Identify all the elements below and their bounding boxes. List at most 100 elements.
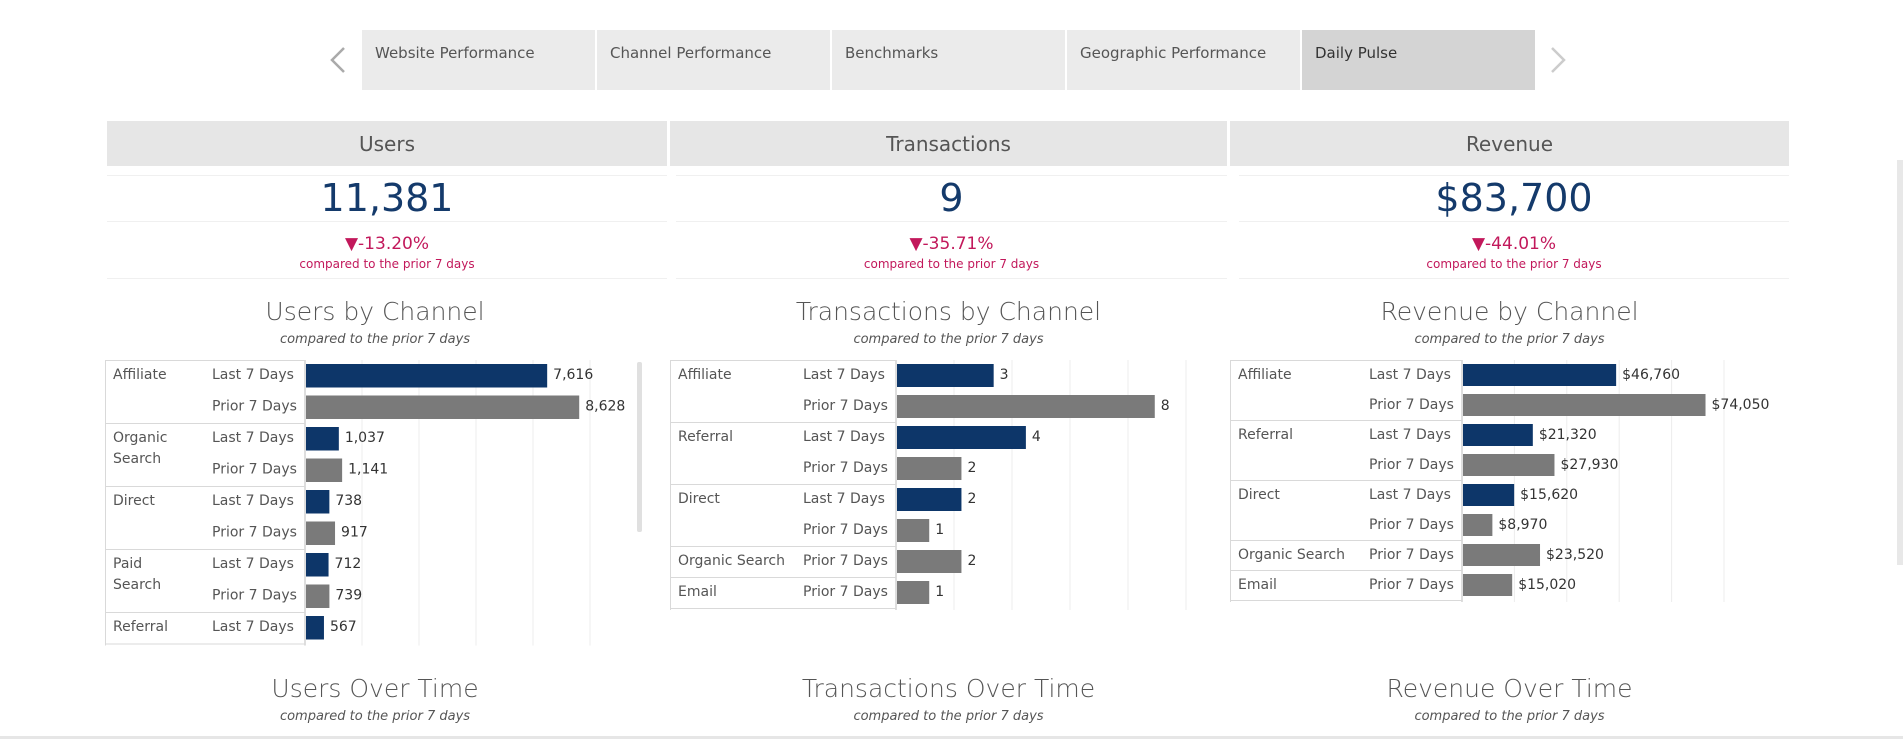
bar[interactable] — [897, 581, 930, 604]
bar[interactable] — [306, 553, 329, 577]
period-label: Last 7 Days — [212, 556, 294, 572]
bar-value-label: 739 — [335, 588, 362, 604]
revenue-by-channel-subtitle: compared to the prior 7 days — [1414, 332, 1605, 347]
channel-label: Referral — [678, 429, 733, 445]
period-label: Last 7 Days — [212, 367, 294, 383]
down-arrow-icon: ▼ — [344, 234, 359, 254]
bar-value-label: 712 — [335, 556, 362, 572]
period-label: Last 7 Days — [212, 493, 294, 509]
channel-label: Email — [678, 584, 717, 600]
users-by-channel-title: Users by Channel — [265, 297, 485, 326]
bar-value-label: $21,320 — [1539, 427, 1597, 443]
bar[interactable] — [306, 490, 330, 514]
transactions-over-time-title: Transactions Over Time — [801, 674, 1096, 703]
transactions-kpi-compare: compared to the prior 7 days — [863, 257, 1040, 271]
tab-daily-pulse[interactable]: Daily Pulse — [1302, 30, 1535, 90]
bar-value-label: 1 — [935, 584, 944, 600]
period-label: Prior 7 Days — [1369, 397, 1454, 413]
bar-value-label: 4 — [1032, 429, 1041, 445]
bar[interactable] — [1463, 424, 1533, 446]
period-label: Prior 7 Days — [212, 462, 297, 478]
bar[interactable] — [897, 395, 1155, 418]
users-kpi-header: Users — [107, 121, 667, 166]
revenue-over-time-title: Revenue Over Time — [1386, 674, 1633, 703]
period-label: Last 7 Days — [1369, 367, 1451, 383]
channel-label: Referral — [1238, 427, 1293, 443]
bar[interactable] — [306, 458, 343, 483]
channel-label: Referral — [113, 619, 168, 635]
bar[interactable] — [306, 584, 330, 609]
revenue-over-time-subtitle: compared to the prior 7 days — [1414, 709, 1605, 724]
transactions-by-channel-chart: Affiliate Last 7 Days 3 Prior 7 Days 8 Referr… — [670, 360, 1227, 620]
revenue-chart-svg: Affiliate Last 7 Days $46,760 Prior 7 Days $… — [1230, 360, 1769, 602]
bar[interactable] — [897, 550, 962, 573]
bar[interactable] — [1463, 394, 1706, 416]
bar-value-label: $46,760 — [1622, 367, 1680, 383]
transactions-kpi-change-box: ▼-35.71% compared to the prior 7 days — [676, 228, 1227, 279]
period-label: Prior 7 Days — [803, 398, 888, 414]
period-label: Prior 7 Days — [803, 460, 888, 476]
transactions-chart-svg: Affiliate Last 7 Days 3 Prior 7 Days 8 Referr… — [670, 360, 1187, 610]
bar[interactable] — [306, 521, 336, 546]
bar[interactable] — [897, 519, 930, 542]
period-label: Prior 7 Days — [803, 522, 888, 538]
bar[interactable] — [897, 426, 1026, 449]
tab-website-performance[interactable]: Website Performance — [362, 30, 595, 90]
bottom-divider — [0, 736, 1903, 739]
page-scrollbar[interactable] — [1897, 160, 1903, 565]
bar[interactable] — [306, 364, 548, 388]
bar[interactable] — [897, 364, 994, 387]
users-chart-scrollbar[interactable] — [637, 362, 642, 532]
bar-value-label: 917 — [341, 525, 368, 541]
bar-value-label: $15,020 — [1518, 577, 1576, 593]
bar[interactable] — [306, 616, 324, 640]
period-label: Prior 7 Days — [1369, 517, 1454, 533]
period-label: Last 7 Days — [212, 619, 294, 635]
channel-label: Search — [113, 451, 161, 467]
tab-benchmarks[interactable]: Benchmarks — [832, 30, 1065, 90]
period-label: Last 7 Days — [803, 429, 885, 445]
period-label: Prior 7 Days — [212, 588, 297, 604]
bar[interactable] — [1463, 574, 1513, 596]
channel-label: Affiliate — [113, 367, 167, 383]
revenue-by-channel-title: Revenue by Channel — [1380, 297, 1639, 326]
channel-label: Organic Search — [678, 553, 785, 569]
bar[interactable] — [1463, 514, 1493, 536]
period-label: Last 7 Days — [1369, 427, 1451, 443]
bar-value-label: $23,520 — [1546, 547, 1604, 563]
transactions-over-time-subtitle: compared to the prior 7 days — [853, 709, 1044, 724]
users-kpi-change-box: ▼-13.20% compared to the prior 7 days — [107, 228, 667, 279]
bar[interactable] — [306, 395, 580, 420]
bar-value-label: 1 — [935, 522, 944, 538]
bar[interactable] — [1463, 544, 1541, 566]
tab-channel-performance[interactable]: Channel Performance — [597, 30, 830, 90]
channel-label: Direct — [113, 493, 155, 509]
users-kpi-change: ▼-13.20% — [344, 234, 430, 254]
bar-value-label: $8,970 — [1498, 517, 1547, 533]
bar[interactable] — [897, 457, 962, 480]
tab-geographic-performance[interactable]: Geographic Performance — [1067, 30, 1300, 90]
bar[interactable] — [1463, 364, 1617, 386]
bar-value-label: 3 — [1000, 367, 1009, 383]
next-tab-arrow[interactable] — [1538, 30, 1574, 90]
revenue-kpi-compare: compared to the prior 7 days — [1426, 257, 1602, 271]
users-by-channel-subtitle: compared to the prior 7 days — [279, 332, 471, 347]
prev-tab-arrow[interactable] — [322, 30, 358, 90]
down-arrow-icon: ▼ — [1471, 234, 1486, 254]
bar[interactable] — [306, 427, 339, 451]
bar-value-label: $27,930 — [1560, 457, 1618, 473]
revenue-kpi-header: Revenue — [1230, 121, 1789, 166]
bar-value-label: 1,037 — [345, 430, 385, 446]
revenue-by-channel-chart: Affiliate Last 7 Days $46,760 Prior 7 Days $… — [1230, 360, 1789, 610]
bar-value-label: $15,620 — [1520, 487, 1578, 503]
bar[interactable] — [1463, 484, 1515, 506]
period-label: Prior 7 Days — [1369, 577, 1454, 593]
revenue-kpi-value: $83,700 — [1239, 175, 1789, 222]
bar[interactable] — [897, 488, 962, 511]
bar-value-label: 7,616 — [553, 367, 593, 383]
channel-label: Direct — [678, 491, 720, 507]
bar-value-label: 738 — [335, 493, 362, 509]
users-over-time-title: Users Over Time — [271, 674, 479, 703]
bar[interactable] — [1463, 454, 1555, 476]
users-by-channel-chart: Affiliate Last 7 Days 7,616 Prior 7 Days 8,6… — [105, 360, 643, 656]
